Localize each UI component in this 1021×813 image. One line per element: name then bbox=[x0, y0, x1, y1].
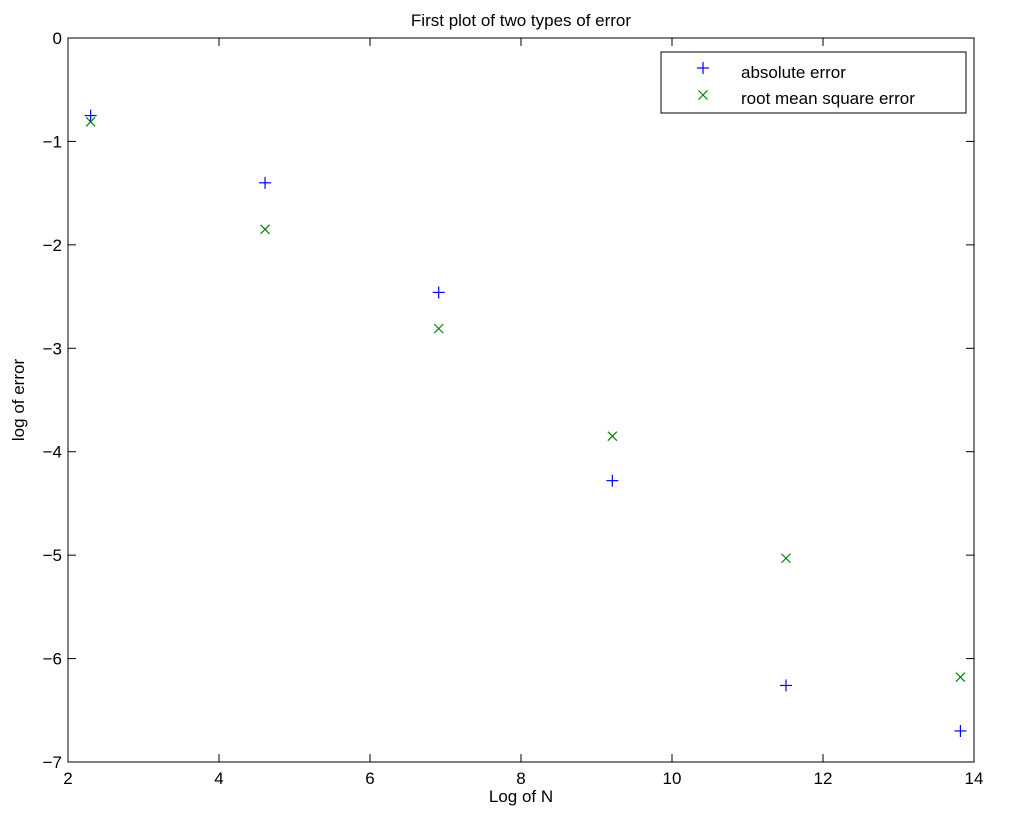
legend: absolute error root mean square error bbox=[660, 51, 967, 114]
rms-error-point bbox=[260, 224, 270, 235]
y-tick-label: −7 bbox=[43, 753, 62, 772]
absolute-error-point bbox=[780, 679, 793, 692]
legend-plus-icon bbox=[697, 62, 709, 74]
y-tick-label: 0 bbox=[53, 29, 62, 48]
rms-error-point bbox=[955, 672, 966, 683]
plot-area bbox=[68, 38, 974, 762]
y-tick-label: −6 bbox=[43, 650, 62, 669]
rms-error-point bbox=[433, 323, 444, 334]
legend-label-root-mean-square-error: root mean square error bbox=[741, 89, 915, 108]
absolute-error-point bbox=[432, 286, 445, 299]
rms-error-point bbox=[607, 431, 618, 442]
tick-labels: 2 4 6 8 10 12 14 0 −1 −2 −3 −4 −5 −6 −7 bbox=[43, 29, 984, 788]
absolute-error-point bbox=[84, 109, 97, 122]
rms-error-point bbox=[85, 116, 96, 127]
x-tick-label: 8 bbox=[516, 769, 525, 788]
y-tick-label: −3 bbox=[43, 339, 62, 358]
x-tick-label: 2 bbox=[63, 769, 72, 788]
y-tick-label: −1 bbox=[43, 132, 62, 151]
x-tick-label: 4 bbox=[214, 769, 223, 788]
legend-box bbox=[660, 51, 967, 114]
x-tick-label: 12 bbox=[814, 769, 833, 788]
absolute-error-point bbox=[954, 724, 967, 737]
y-tick-label: −5 bbox=[43, 546, 62, 565]
rms-error-point bbox=[781, 553, 791, 564]
x-tick-label: 10 bbox=[663, 769, 682, 788]
x-tick-label: 6 bbox=[365, 769, 374, 788]
absolute-error-point bbox=[606, 474, 619, 487]
y-axis-label: log of error bbox=[9, 359, 28, 442]
y-tick-label: −2 bbox=[43, 236, 62, 255]
absolute-error-point bbox=[259, 176, 272, 189]
legend-x-icon bbox=[698, 90, 708, 100]
legend-marker-absolute-error bbox=[697, 62, 709, 74]
plot-frame bbox=[67, 37, 975, 763]
chart-title: First plot of two types of error bbox=[411, 11, 631, 30]
data-markers bbox=[84, 109, 967, 737]
x-tick-label: 14 bbox=[965, 769, 984, 788]
legend-label-absolute-error: absolute error bbox=[741, 63, 846, 82]
x-axis-label: Log of N bbox=[489, 787, 553, 806]
legend-marker-root-mean-square-error bbox=[698, 90, 708, 100]
y-tick-label: −4 bbox=[43, 443, 62, 462]
